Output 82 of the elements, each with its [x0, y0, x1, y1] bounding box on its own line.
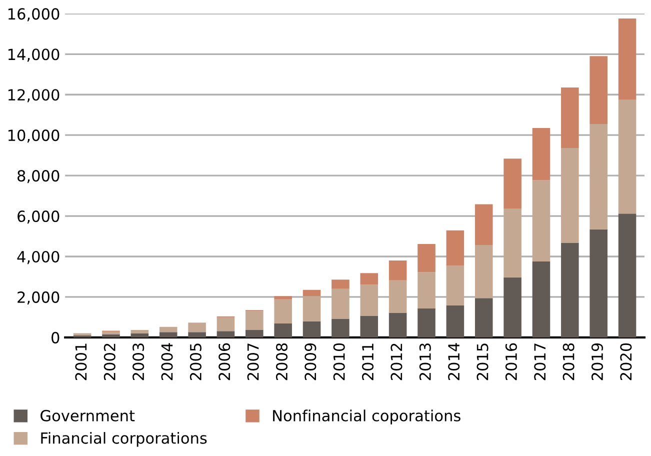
bar: [446, 305, 464, 338]
bar: [246, 330, 264, 338]
bar: [246, 311, 264, 330]
bar: [418, 308, 436, 338]
bar: [216, 317, 235, 332]
x-tick-label: 2012: [390, 344, 402, 380]
y-tick-label: 6,000: [18, 210, 60, 224]
x-tick-label: 2001: [75, 344, 87, 380]
bar: [618, 214, 636, 338]
bar: [590, 124, 608, 230]
bar: [302, 321, 321, 338]
x-tick-label: 2008: [276, 343, 288, 380]
bar: [532, 262, 550, 338]
bar: [418, 272, 436, 309]
bar: [474, 298, 493, 338]
bar: [590, 229, 608, 338]
legend-label: Financial corporations: [41, 432, 207, 447]
x-tick-label: 2018: [562, 343, 574, 380]
bar: [561, 148, 579, 243]
bar: [561, 88, 579, 148]
bar: [102, 334, 120, 338]
bar: [188, 322, 206, 332]
bar: [302, 296, 321, 322]
bar: [274, 296, 292, 300]
bar: [504, 277, 522, 338]
bar: [446, 230, 464, 266]
bar: [418, 244, 436, 272]
bar: [532, 180, 550, 262]
bar: [388, 260, 407, 280]
bar: [388, 280, 407, 313]
bar: [532, 128, 550, 180]
x-tick-label: 2017: [534, 344, 546, 380]
x-tick-label: 2007: [247, 344, 259, 380]
y-tick-label: 14,000: [8, 48, 60, 62]
y-tick-label: 4,000: [17, 250, 60, 264]
bar: [130, 330, 149, 334]
bar: [474, 204, 493, 245]
x-tick-label: 2016: [505, 343, 517, 380]
x-tick-label: 2005: [190, 344, 202, 380]
legend-label: Nonfinancial coporations: [273, 410, 460, 424]
y-tick-label: 2,000: [18, 291, 60, 305]
y-tick-label: 12,000: [8, 89, 60, 102]
bar: [360, 284, 378, 316]
bar: [360, 273, 378, 285]
y-tick-label: 10,000: [8, 130, 60, 143]
x-tick-label: 2020: [620, 343, 632, 380]
bar: [618, 18, 636, 100]
bar: [332, 280, 350, 289]
x-tick-label: 2003: [132, 344, 144, 380]
bar: [159, 326, 178, 332]
bar: [130, 333, 149, 338]
x-tick-label: 2013: [419, 344, 431, 380]
bar: [504, 208, 522, 278]
x-tick-label: 2006: [218, 343, 230, 380]
x-tick-label: 2009: [304, 343, 316, 380]
x-tick-label: 2002: [104, 344, 116, 380]
bar: [332, 288, 350, 320]
x-tick-label: 2004: [161, 343, 173, 380]
bar: [274, 299, 292, 324]
x-tick-label: 2014: [448, 343, 460, 380]
y-tick-label: 0: [52, 332, 60, 344]
bar: [188, 332, 206, 338]
x-tick-label: 2011: [362, 344, 374, 380]
bar: [274, 323, 292, 338]
bar: [590, 56, 608, 124]
bar: [216, 331, 235, 338]
bar: [159, 332, 178, 338]
bar: [446, 266, 464, 306]
x-tick-label: 2019: [591, 343, 604, 380]
x-tick-label: 2015: [476, 344, 488, 380]
legend-label: Government: [40, 410, 135, 422]
bar: [332, 319, 350, 338]
y-tick-label: 16,000: [8, 8, 60, 22]
bar: [360, 316, 378, 338]
bar: [504, 158, 522, 209]
bar: [618, 100, 636, 214]
bar: [474, 244, 493, 298]
x-tick-label: 2010: [333, 343, 345, 380]
y-tick-label: 8,000: [18, 170, 60, 184]
bar: [561, 242, 579, 338]
bar: [388, 312, 407, 338]
bar: [302, 290, 321, 296]
